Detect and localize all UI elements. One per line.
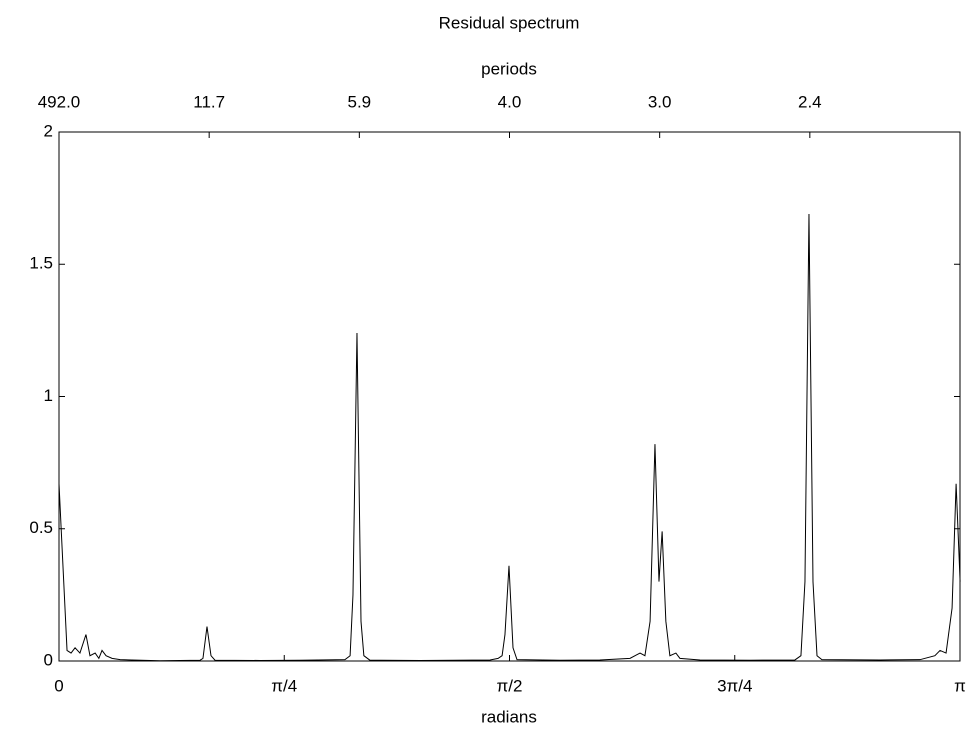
x-tick-label: π (954, 676, 966, 695)
x2-tick-label: 5.9 (348, 92, 372, 111)
y-tick-label: 0 (44, 650, 53, 669)
x-tick-label: 0 (54, 676, 63, 695)
spectrum-line (58, 213, 961, 662)
y-tick-label: 1 (44, 386, 53, 405)
x-tick-label: π/2 (497, 676, 523, 695)
chart-title: Residual spectrum (439, 13, 580, 32)
x2-tick-label: 11.7 (193, 92, 225, 111)
x2-tick-label: 2.4 (798, 92, 822, 111)
x2-tick-label: 3.0 (648, 92, 672, 111)
x2-tick-label: 4.0 (498, 92, 522, 111)
y-tick-label: 1.5 (29, 254, 53, 273)
x-tick-label: π/4 (271, 676, 297, 695)
x-tick-label: 3π/4 (717, 676, 752, 695)
y-tick-label: 2 (44, 121, 53, 140)
y-tick-label: 0.5 (29, 518, 53, 537)
x2-tick-label: 492.0 (38, 92, 81, 111)
x-axis-label: radians (481, 707, 537, 726)
x2-axis-label: periods (481, 59, 537, 78)
